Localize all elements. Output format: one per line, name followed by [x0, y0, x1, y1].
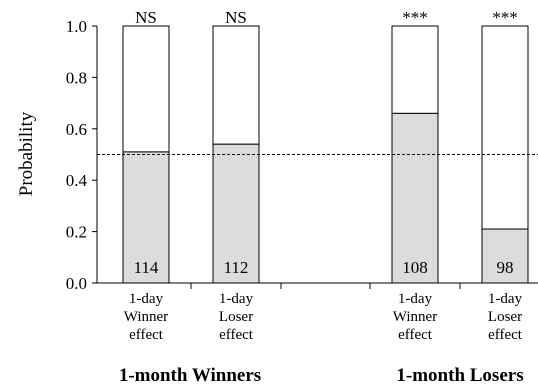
category-label: 1-day — [219, 291, 254, 307]
y-tick-label: 0.0 — [66, 274, 87, 293]
category-label: effect — [129, 327, 164, 343]
group-label: 1-month Winners — [119, 365, 261, 386]
count-label: 108 — [402, 258, 428, 277]
category-label: effect — [219, 327, 254, 343]
count-label: 98 — [497, 258, 514, 277]
category-label: Winner — [393, 309, 437, 325]
category-label: Loser — [219, 309, 253, 325]
significance-label: *** — [402, 8, 428, 27]
count-label: 114 — [134, 258, 159, 277]
y-tick-label: 0.4 — [66, 171, 88, 190]
category-label: effect — [488, 327, 523, 343]
category-label: Winner — [124, 309, 168, 325]
category-label: Loser — [488, 309, 522, 325]
significance-label: *** — [492, 8, 518, 27]
group-label: 1-month Losers — [396, 365, 523, 386]
category-label: effect — [398, 327, 433, 343]
y-tick-label: 0.8 — [66, 68, 87, 87]
axes: 0.0 0.2 0.4 0.6 0.8 1.0 — [66, 17, 538, 293]
bar-value — [481, 228, 529, 284]
bar-value — [122, 151, 170, 284]
count-label: 112 — [224, 258, 249, 277]
bar-value — [212, 143, 260, 284]
category-labels: NS 114 1-day Winner effect NS 112 1-day Loser eff… — [119, 8, 524, 386]
y-tick-label: 0.6 — [66, 120, 87, 139]
y-tick-label: 0.2 — [66, 223, 87, 242]
significance-label: NS — [225, 8, 247, 27]
bar-remainder — [122, 25, 170, 153]
bars — [97, 25, 538, 284]
y-axis-label: Probability — [16, 111, 37, 196]
y-tick-label: 1.0 — [66, 17, 87, 36]
bar-remainder — [481, 25, 529, 230]
bar-remainder — [212, 25, 260, 145]
significance-label: NS — [135, 8, 157, 27]
category-label: 1-day — [398, 291, 433, 307]
bar-value — [391, 112, 439, 284]
bar-remainder — [391, 25, 439, 114]
category-label: 1-day — [129, 291, 164, 307]
category-label: 1-day — [488, 291, 523, 307]
